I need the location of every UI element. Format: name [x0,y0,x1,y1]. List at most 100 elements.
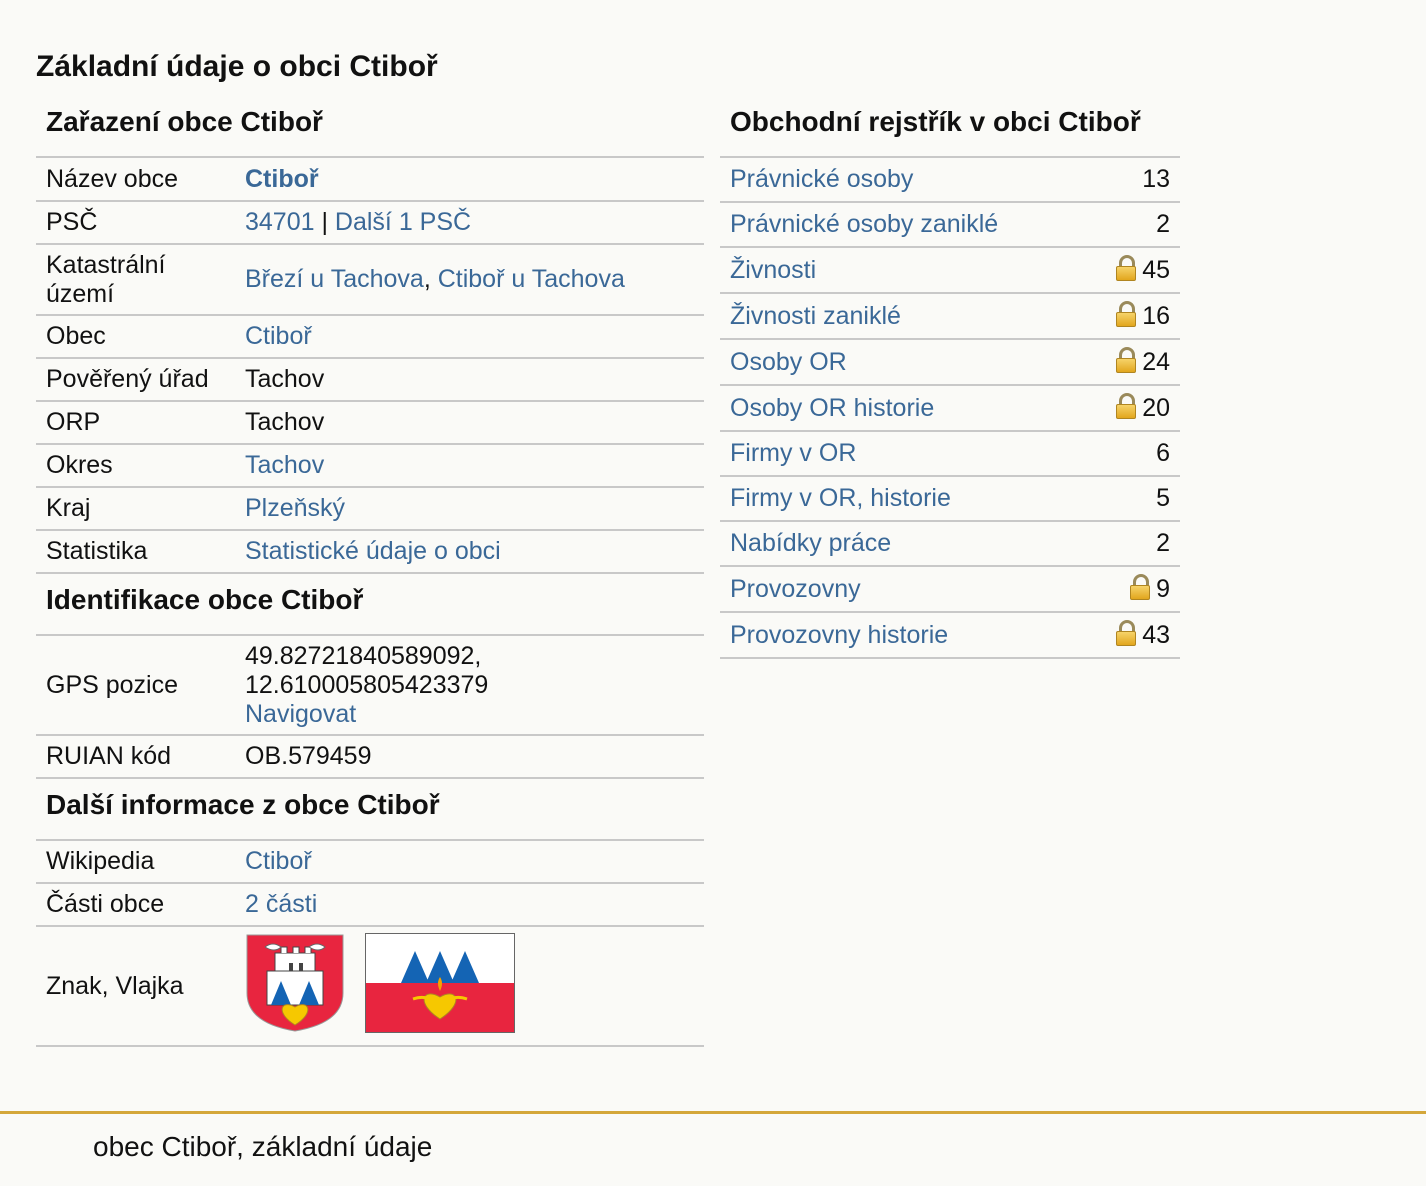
rejstrik-row: Živnosti 45 [720,247,1180,294]
table-row: Wikipedia Ctiboř [36,841,704,884]
dalsi-table: Wikipedia Ctiboř Části obce 2 části Znak… [36,841,704,1047]
rejstrik-count: 24 [1142,348,1170,376]
row-label: Znak, Vlajka [36,926,235,1047]
table-row: Obec Ctiboř [36,315,704,359]
rejstrik-row: Živnosti zaniklé 16 [720,293,1180,340]
rejstrik-link[interactable]: Právnické osoby zaniklé [730,210,999,238]
row-label: ORP [36,401,235,445]
okres-link[interactable]: Tachov [245,451,325,479]
rejstrik-count: 16 [1142,302,1170,330]
row-label: Kraj [36,487,235,531]
table-row: Název obce Ctiboř [36,158,704,202]
footer-divider [0,1111,1426,1114]
gps-longitude: 12.610005805423379 [245,670,489,699]
navigovat-link[interactable]: Navigovat [245,699,357,728]
wikipedia-link[interactable]: Ctiboř [245,847,312,875]
section-title-dalsi: Další informace z obce Ctiboř [36,779,704,841]
table-row: PSČ 34701 | Další 1 PSČ [36,201,704,245]
rejstrik-row: Firmy v OR, historie 5 [720,476,1180,522]
right-column: Obchodní rejstřík v obci Ctiboř Právnick… [720,100,1180,659]
rejstrik-link[interactable]: Osoby OR historie [730,393,935,422]
rejstrik-count: 20 [1142,394,1170,422]
flag-image[interactable] [365,933,515,1033]
row-label: Obec [36,315,235,359]
rejstrik-link[interactable]: Provozovny historie [730,620,949,649]
rejstrik-link[interactable]: Firmy v OR [730,439,857,467]
table-row: Pověřený úřad Tachov [36,358,704,402]
footer-text: obec Ctiboř, základní údaje [93,1131,433,1162]
rejstrik-row: Právnické osoby zaniklé 2 [720,202,1180,248]
orp-value: Tachov [235,401,704,445]
row-label: GPS pozice [36,636,235,736]
rejstrik-row: Nabídky práce 2 [720,521,1180,567]
rejstrik-row: Firmy v OR 6 [720,431,1180,477]
rejstrik-row: Osoby OR 24 [720,339,1180,386]
rejstrik-link[interactable]: Provozovny [730,574,861,603]
lock-icon [1116,393,1137,419]
table-row: Části obce 2 části [36,883,704,927]
psc-separator: | [314,208,335,236]
kraj-link[interactable]: Plzeňský [245,494,346,522]
rejstrik-link[interactable]: Právnické osoby [730,165,914,193]
rejstrik-link[interactable]: Živnosti zaniklé [730,301,901,330]
row-label: Wikipedia [36,841,235,884]
rejstrik-count: 5 [1156,484,1170,512]
lock-icon [1116,255,1137,281]
katastr-separator: , [423,265,438,293]
rejstrik-count: 2 [1156,529,1170,557]
row-label: Části obce [36,883,235,927]
lock-icon [1116,620,1137,646]
rejstrik-count: 43 [1142,621,1170,649]
table-row: Katastrální území Březí u Tachova, Ctibo… [36,244,704,316]
casti-obce-link[interactable]: 2 části [245,890,318,918]
table-row: Kraj Plzeňský [36,487,704,531]
rejstrik-row: Osoby OR historie 20 [720,385,1180,432]
table-row: ORP Tachov [36,401,704,445]
coat-of-arms-image[interactable] [245,933,345,1033]
identifikace-table: GPS pozice 49.82721840589092, 12.6100058… [36,636,704,779]
obec-link[interactable]: Ctiboř [245,322,312,350]
page-title: Základní údaje o obci Ctiboř [36,50,438,83]
lock-icon [1116,301,1137,327]
rejstrik-row: Provozovny historie 43 [720,612,1180,659]
section-title-identifikace: Identifikace obce Ctiboř [36,574,704,636]
table-row: Okres Tachov [36,444,704,488]
rejstrik-count: 2 [1156,210,1170,238]
rejstrik-row: Právnické osoby 13 [720,158,1180,203]
katastr-link-ctibor[interactable]: Ctiboř u Tachova [437,265,625,293]
table-row: Statistika Statistické údaje o obci [36,530,704,574]
rejstrik-count: 6 [1156,439,1170,467]
zarazeni-table: Název obce Ctiboř PSČ 34701 | Další 1 PS… [36,158,704,574]
rejstrik-link[interactable]: Živnosti [730,255,817,284]
rejstrik-row: Provozovny 9 [720,566,1180,613]
psc-more-link[interactable]: Další 1 PSČ [334,208,472,236]
table-row: RUIAN kód OB.579459 [36,735,704,779]
rejstrik-count: 9 [1156,575,1170,603]
section-title-rejstrik: Obchodní rejstřík v obci Ctiboř [720,100,1180,158]
rejstrik-link[interactable]: Osoby OR [730,347,847,376]
statistika-link[interactable]: Statistické údaje o obci [245,537,501,565]
katastr-link-brezi[interactable]: Březí u Tachova [245,265,424,293]
gps-latitude: 49.82721840589092, [245,641,482,670]
table-row: GPS pozice 49.82721840589092, 12.6100058… [36,636,704,736]
rejstrik-count: 13 [1142,165,1170,193]
row-label: Název obce [36,158,235,202]
lock-icon [1116,347,1137,373]
ruian-value: OB.579459 [235,735,704,779]
row-label: Okres [36,444,235,488]
rejstrik-count: 45 [1142,256,1170,284]
psc-link[interactable]: 34701 [245,208,315,236]
rejstrik-table: Právnické osoby 13 Právnické osoby zaniklé… [720,158,1180,659]
row-label: Statistika [36,530,235,574]
row-label: Pověřený úřad [36,358,235,402]
table-row: Znak, Vlajka [36,926,704,1047]
row-label: RUIAN kód [36,735,235,779]
row-label: Katastrální území [36,244,235,316]
section-title-zarazeni: Zařazení obce Ctiboř [36,100,704,158]
rejstrik-link[interactable]: Firmy v OR, historie [730,484,951,512]
obec-name-link[interactable]: Ctiboř [245,164,319,193]
lock-icon [1130,574,1151,600]
left-column: Zařazení obce Ctiboř Název obce Ctiboř P… [36,100,704,1047]
urad-value: Tachov [235,358,704,402]
rejstrik-link[interactable]: Nabídky práce [730,529,892,557]
